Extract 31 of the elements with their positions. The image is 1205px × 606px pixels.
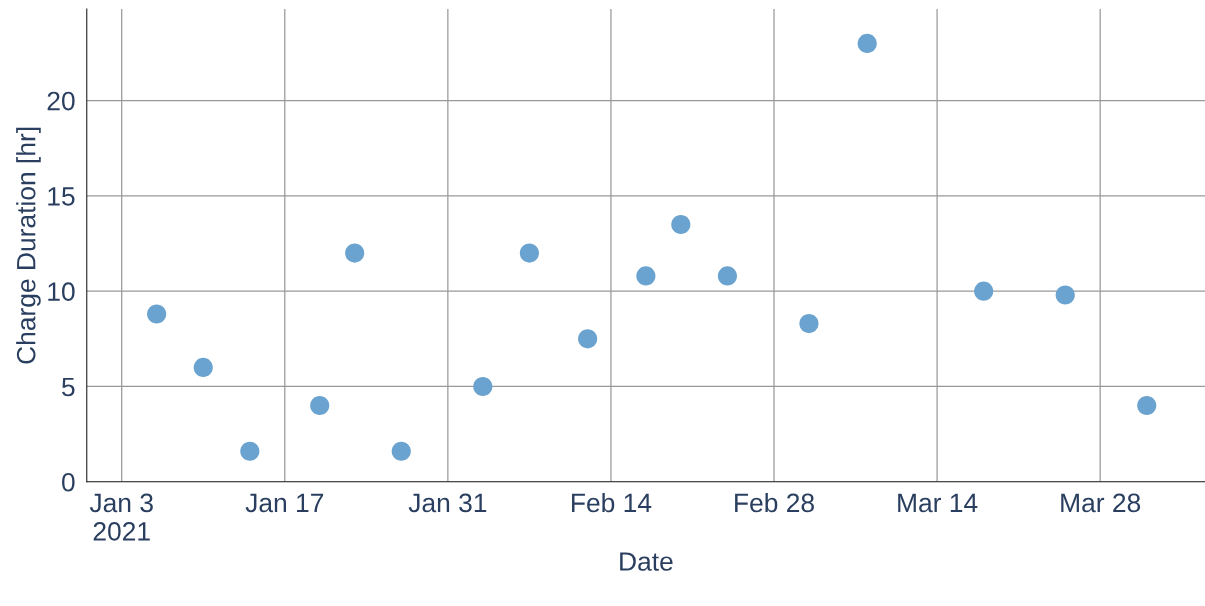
point [636,266,656,286]
point [310,395,330,416]
point [671,214,691,235]
point [974,281,994,301]
point [147,304,167,324]
point [519,243,539,263]
x-tick-label: Jan 17 [245,493,324,513]
point [578,329,598,349]
y-tick-label: 10 [48,282,75,301]
x-axis-title: Date [620,552,673,571]
point [473,376,493,397]
x-tick-label: Mar 28 [1061,493,1141,513]
x-tick-label: Jan 3 2021 [89,493,153,541]
point [1137,395,1157,416]
point [193,357,213,377]
y-tick-label: 20 [47,91,75,111]
x-tick-label: Jan 31 [408,493,487,513]
y-tick-label: 15 [48,187,75,206]
y-tick-label: 0 [62,472,75,492]
point [1055,285,1075,305]
x-tick-label: Mar 14 [898,493,978,513]
point [240,441,260,461]
point [345,243,365,263]
point [799,314,819,334]
point [857,33,877,53]
point [391,441,411,461]
point [717,266,737,286]
y-axis-title: Charge Duration [hr] [16,127,41,364]
x-tick-label: Feb 14 [572,492,652,513]
y-tick-label: 5 [62,377,75,397]
x-tick-label: Feb 28 [735,492,814,513]
